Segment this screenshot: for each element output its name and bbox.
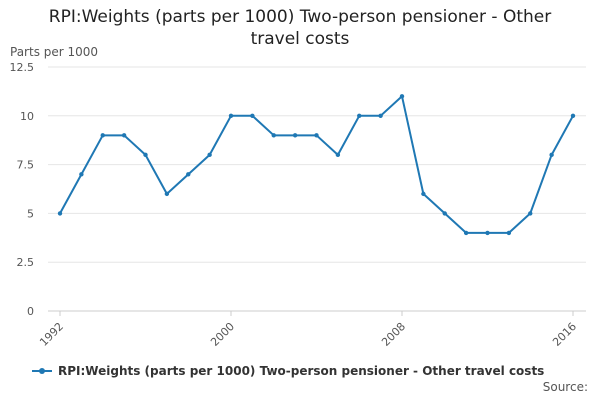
data-point-2004 bbox=[314, 133, 319, 138]
legend[interactable]: RPI:Weights (parts per 1000) Two-person … bbox=[32, 364, 544, 378]
chart-title: RPI:Weights (parts per 1000) Two-person … bbox=[0, 6, 600, 50]
gridlines bbox=[48, 66, 586, 263]
data-point-2015 bbox=[549, 152, 554, 158]
data-point-2016 bbox=[570, 113, 576, 119]
x-tick-label-3: 2016 bbox=[550, 320, 579, 349]
data-point-2012 bbox=[485, 230, 490, 236]
data-point-2008 bbox=[399, 94, 405, 99]
y-tick-label-4: 10 bbox=[20, 110, 34, 123]
x-tick-label-0: 1992 bbox=[37, 320, 66, 349]
data-point-2005 bbox=[335, 152, 341, 158]
data-point-1997 bbox=[164, 191, 170, 197]
data-point-2009 bbox=[421, 191, 426, 197]
y-tick-label-1: 2.5 bbox=[17, 256, 35, 269]
data-point-2014 bbox=[528, 211, 533, 216]
data-point-2006 bbox=[357, 113, 362, 119]
data-point-1999 bbox=[207, 152, 212, 158]
legend-label: RPI:Weights (parts per 1000) Two-person … bbox=[58, 364, 545, 378]
data-point-1996 bbox=[143, 152, 148, 158]
data-point-2000 bbox=[228, 113, 234, 119]
source-label: Source: bbox=[542, 380, 588, 394]
x-tick-label-2: 2008 bbox=[379, 320, 408, 349]
data-point-2013 bbox=[506, 230, 512, 236]
y-tick-label-5: 12.5 bbox=[10, 61, 35, 74]
y-tick-label-0: 0 bbox=[27, 305, 34, 318]
data-point-2007 bbox=[378, 113, 383, 119]
x-tick-label-1: 2000 bbox=[208, 320, 237, 349]
data-point-1995 bbox=[121, 133, 127, 138]
y-axis-ticks: 0 2.5 5 7.5 10 12.5 bbox=[10, 61, 35, 318]
y-axis-label: Parts per 1000 bbox=[10, 45, 98, 59]
y-tick-label-3: 7.5 bbox=[17, 159, 35, 172]
series-layer bbox=[57, 94, 576, 236]
data-point-1993 bbox=[79, 172, 84, 177]
data-point-2003 bbox=[292, 133, 298, 138]
y-tick-label-2: 5 bbox=[27, 207, 34, 220]
chart-title-line-1: RPI:Weights (parts per 1000) Two-person … bbox=[48, 7, 552, 27]
data-point-1998 bbox=[186, 172, 191, 177]
legend-line-marker-icon bbox=[32, 365, 52, 377]
data-point-2011 bbox=[463, 230, 469, 236]
data-point-2010 bbox=[442, 211, 447, 216]
x-axis: 1992 2000 2008 2016 bbox=[37, 310, 586, 349]
data-point-1992 bbox=[57, 211, 63, 216]
data-point-1994 bbox=[100, 133, 105, 138]
data-point-2001 bbox=[250, 113, 255, 119]
chart-title-line-2: travel costs bbox=[250, 29, 350, 49]
data-point-2002 bbox=[271, 133, 276, 138]
